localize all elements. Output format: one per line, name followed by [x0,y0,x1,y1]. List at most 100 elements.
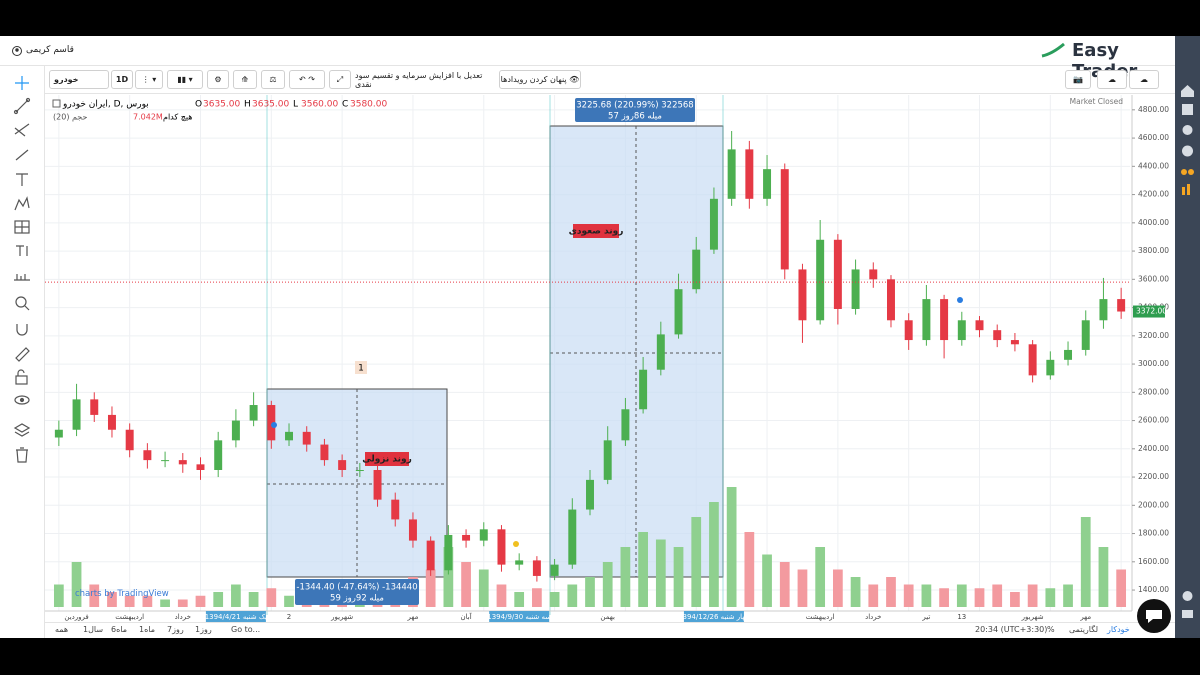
help-icon[interactable] [1182,591,1193,601]
range-button[interactable]: 1روز [195,625,212,634]
layers-tool[interactable] [13,423,31,437]
watch-icon[interactable] [1181,169,1187,175]
x-tick-label: شهریور [1021,613,1044,621]
volume-bar [195,595,206,607]
percent[interactable]: % [1047,625,1055,634]
candle-body [709,198,718,250]
range-button[interactable]: 7روز [167,625,184,634]
text-tool[interactable] [16,173,28,186]
candle-body [887,279,895,321]
pencil-tool[interactable] [15,347,30,362]
y-tick-label: 4800.00 [1138,105,1169,114]
adjust[interactable]: تعدیل با افزایش سرمایه و تقسیم سود نقدی [355,70,495,89]
candle-body [125,429,134,451]
cross-tool[interactable] [15,76,29,90]
candle-body [231,420,240,441]
volume-bar [1027,584,1038,607]
up-label-bg [573,224,619,238]
more[interactable]: ⋮ ▾ [135,70,163,89]
eye-tool[interactable] [14,395,30,405]
candle-body [373,469,382,500]
event-dot[interactable] [513,541,519,547]
magnet-tool[interactable] [16,324,28,336]
volume-bar [833,569,843,607]
candle-body [621,409,630,441]
x-tick-label: 13 [957,613,966,621]
chat-button[interactable] [1136,598,1172,634]
candle-body [444,534,453,571]
lock-tool[interactable] [15,369,28,385]
date-label: 1394/12/26 چهار شنبه [678,613,750,621]
news-icon[interactable] [1182,104,1193,115]
candle-body [355,469,364,471]
ruler-tool[interactable] [14,274,30,281]
volume-bar [620,547,631,607]
candle-body [780,169,789,270]
chat-icon[interactable] [1182,610,1193,618]
date-highlight [205,611,266,622]
candle-body [603,440,612,480]
x-tick-label: شهریور [330,613,353,621]
hide-events[interactable]: پنهان کردن رویدادها 👁 [499,70,581,89]
brush-tool[interactable] [15,149,29,161]
up-stats: 3225.68 (220.99%) 322568 [576,101,693,111]
log-toggle[interactable]: لگاریتمی [1069,625,1099,634]
candle-body [391,499,400,520]
zoom-tool[interactable] [15,296,30,311]
volume-bar [850,577,861,607]
volume-bar [602,562,613,607]
event-dot[interactable] [957,297,963,303]
line-tool[interactable] [13,97,31,115]
symbol-input[interactable]: خودرو [49,70,109,89]
watermark[interactable]: charts by TradingView [75,589,169,599]
cloud-load[interactable]: ☁ [1097,70,1127,89]
date-label: 1394/4/21 یک شنبه [205,613,267,621]
y-tick-label: 2000.00 [1138,500,1169,509]
hide-events-label: پنهان کردن رویدادها [500,75,567,84]
y-tick-label: 4600.00 [1138,133,1169,142]
up-label: روند صعودی [569,227,624,237]
compare[interactable]: ⚖ [261,70,285,89]
home-icon[interactable] [1181,85,1194,97]
volume-bar [709,502,719,607]
trash-tool[interactable] [16,447,28,463]
indicators[interactable]: ⟰ [233,70,257,89]
goto[interactable]: Go to... [231,625,261,634]
volume-bar [921,584,932,607]
x-tick-label: فروردین [64,613,88,621]
cloud-save[interactable]: ☁ [1129,70,1159,89]
volume-bar [514,592,525,607]
x-tick-label: خرداد [865,613,881,621]
volume-bar [956,584,967,607]
settings[interactable]: ⚙ [207,70,229,89]
down-stats: -1344.40 (-47.64%) -134440 [296,583,417,593]
chart-style[interactable]: ▮▮ ▾ [167,70,203,89]
measure-tool[interactable] [14,220,30,234]
candle-body [532,560,541,576]
candle-body [54,429,63,438]
volume-bar [868,584,879,607]
auto-toggle[interactable]: خودکار [1107,625,1130,634]
fullscreen[interactable]: ⤢ [329,70,351,89]
range-button[interactable]: همه [55,625,69,634]
range-button[interactable]: 6ماه [111,625,128,634]
candle-body [940,299,949,341]
event-dot[interactable] [271,422,277,428]
range-button[interactable]: 1ماه [139,625,156,634]
label-tool[interactable] [16,245,28,256]
interval[interactable]: 1D [111,70,133,89]
undo-redo[interactable]: ↶ ↷ [289,70,325,89]
range-button[interactable]: 1سال [83,625,104,634]
fib-tool[interactable] [14,123,30,137]
y-tick-label: 1800.00 [1138,529,1169,538]
stats-icon[interactable] [1182,187,1185,195]
ohlc-key: C [342,100,348,110]
money-icon[interactable] [1182,125,1193,135]
legend-toggle[interactable] [52,99,61,108]
user-name[interactable]: قاسم کریمی [26,45,74,55]
globe-icon[interactable] [1182,145,1193,157]
indicator-none: هیچ کدام [163,113,193,122]
snapshot[interactable]: 📷 [1065,70,1091,89]
pattern-tool[interactable] [14,196,30,211]
